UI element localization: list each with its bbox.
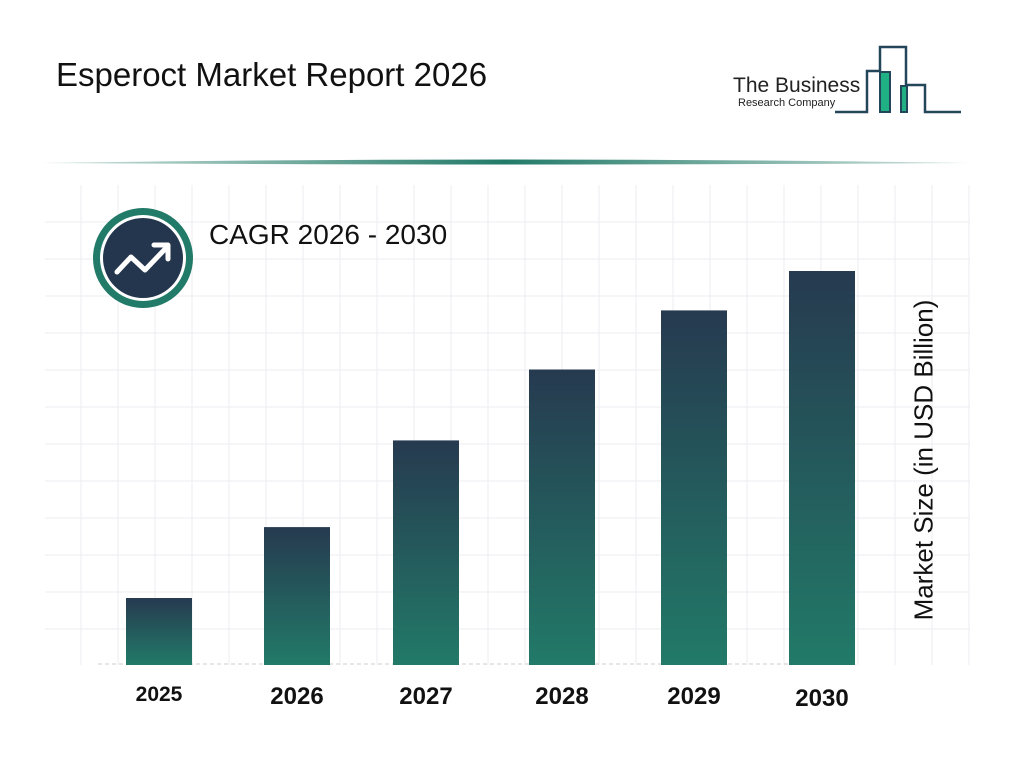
x-tick-label: 2027 bbox=[399, 683, 453, 710]
logo-text-line1: The Business bbox=[733, 74, 861, 97]
cagr-label: CAGR 2026 - 2030 bbox=[209, 219, 448, 250]
x-tick-label: 2028 bbox=[535, 683, 589, 710]
bar-2029 bbox=[661, 310, 727, 665]
trending-up-icon bbox=[114, 242, 171, 275]
cagr-badge bbox=[93, 208, 193, 308]
y-axis-label: Market Size (in USD Billion) bbox=[908, 299, 939, 621]
logo-buildings-icon bbox=[835, 45, 961, 114]
x-tick-label: 2025 bbox=[135, 683, 183, 706]
header-divider bbox=[40, 159, 970, 165]
bar-2025 bbox=[126, 598, 192, 665]
company-logo: The Business Research Company bbox=[725, 44, 965, 116]
bar-2030 bbox=[789, 271, 855, 665]
x-tick-label: 2030 bbox=[795, 685, 849, 712]
bar-2027 bbox=[393, 440, 459, 665]
x-tick-label: 2029 bbox=[667, 683, 721, 710]
bar-2026 bbox=[264, 527, 330, 665]
bar-2028 bbox=[529, 369, 595, 665]
page-title: Esperoct Market Report 2026 bbox=[56, 56, 488, 93]
x-tick-label: 2026 bbox=[270, 683, 324, 710]
logo-text-line2: Research Company bbox=[738, 97, 836, 109]
